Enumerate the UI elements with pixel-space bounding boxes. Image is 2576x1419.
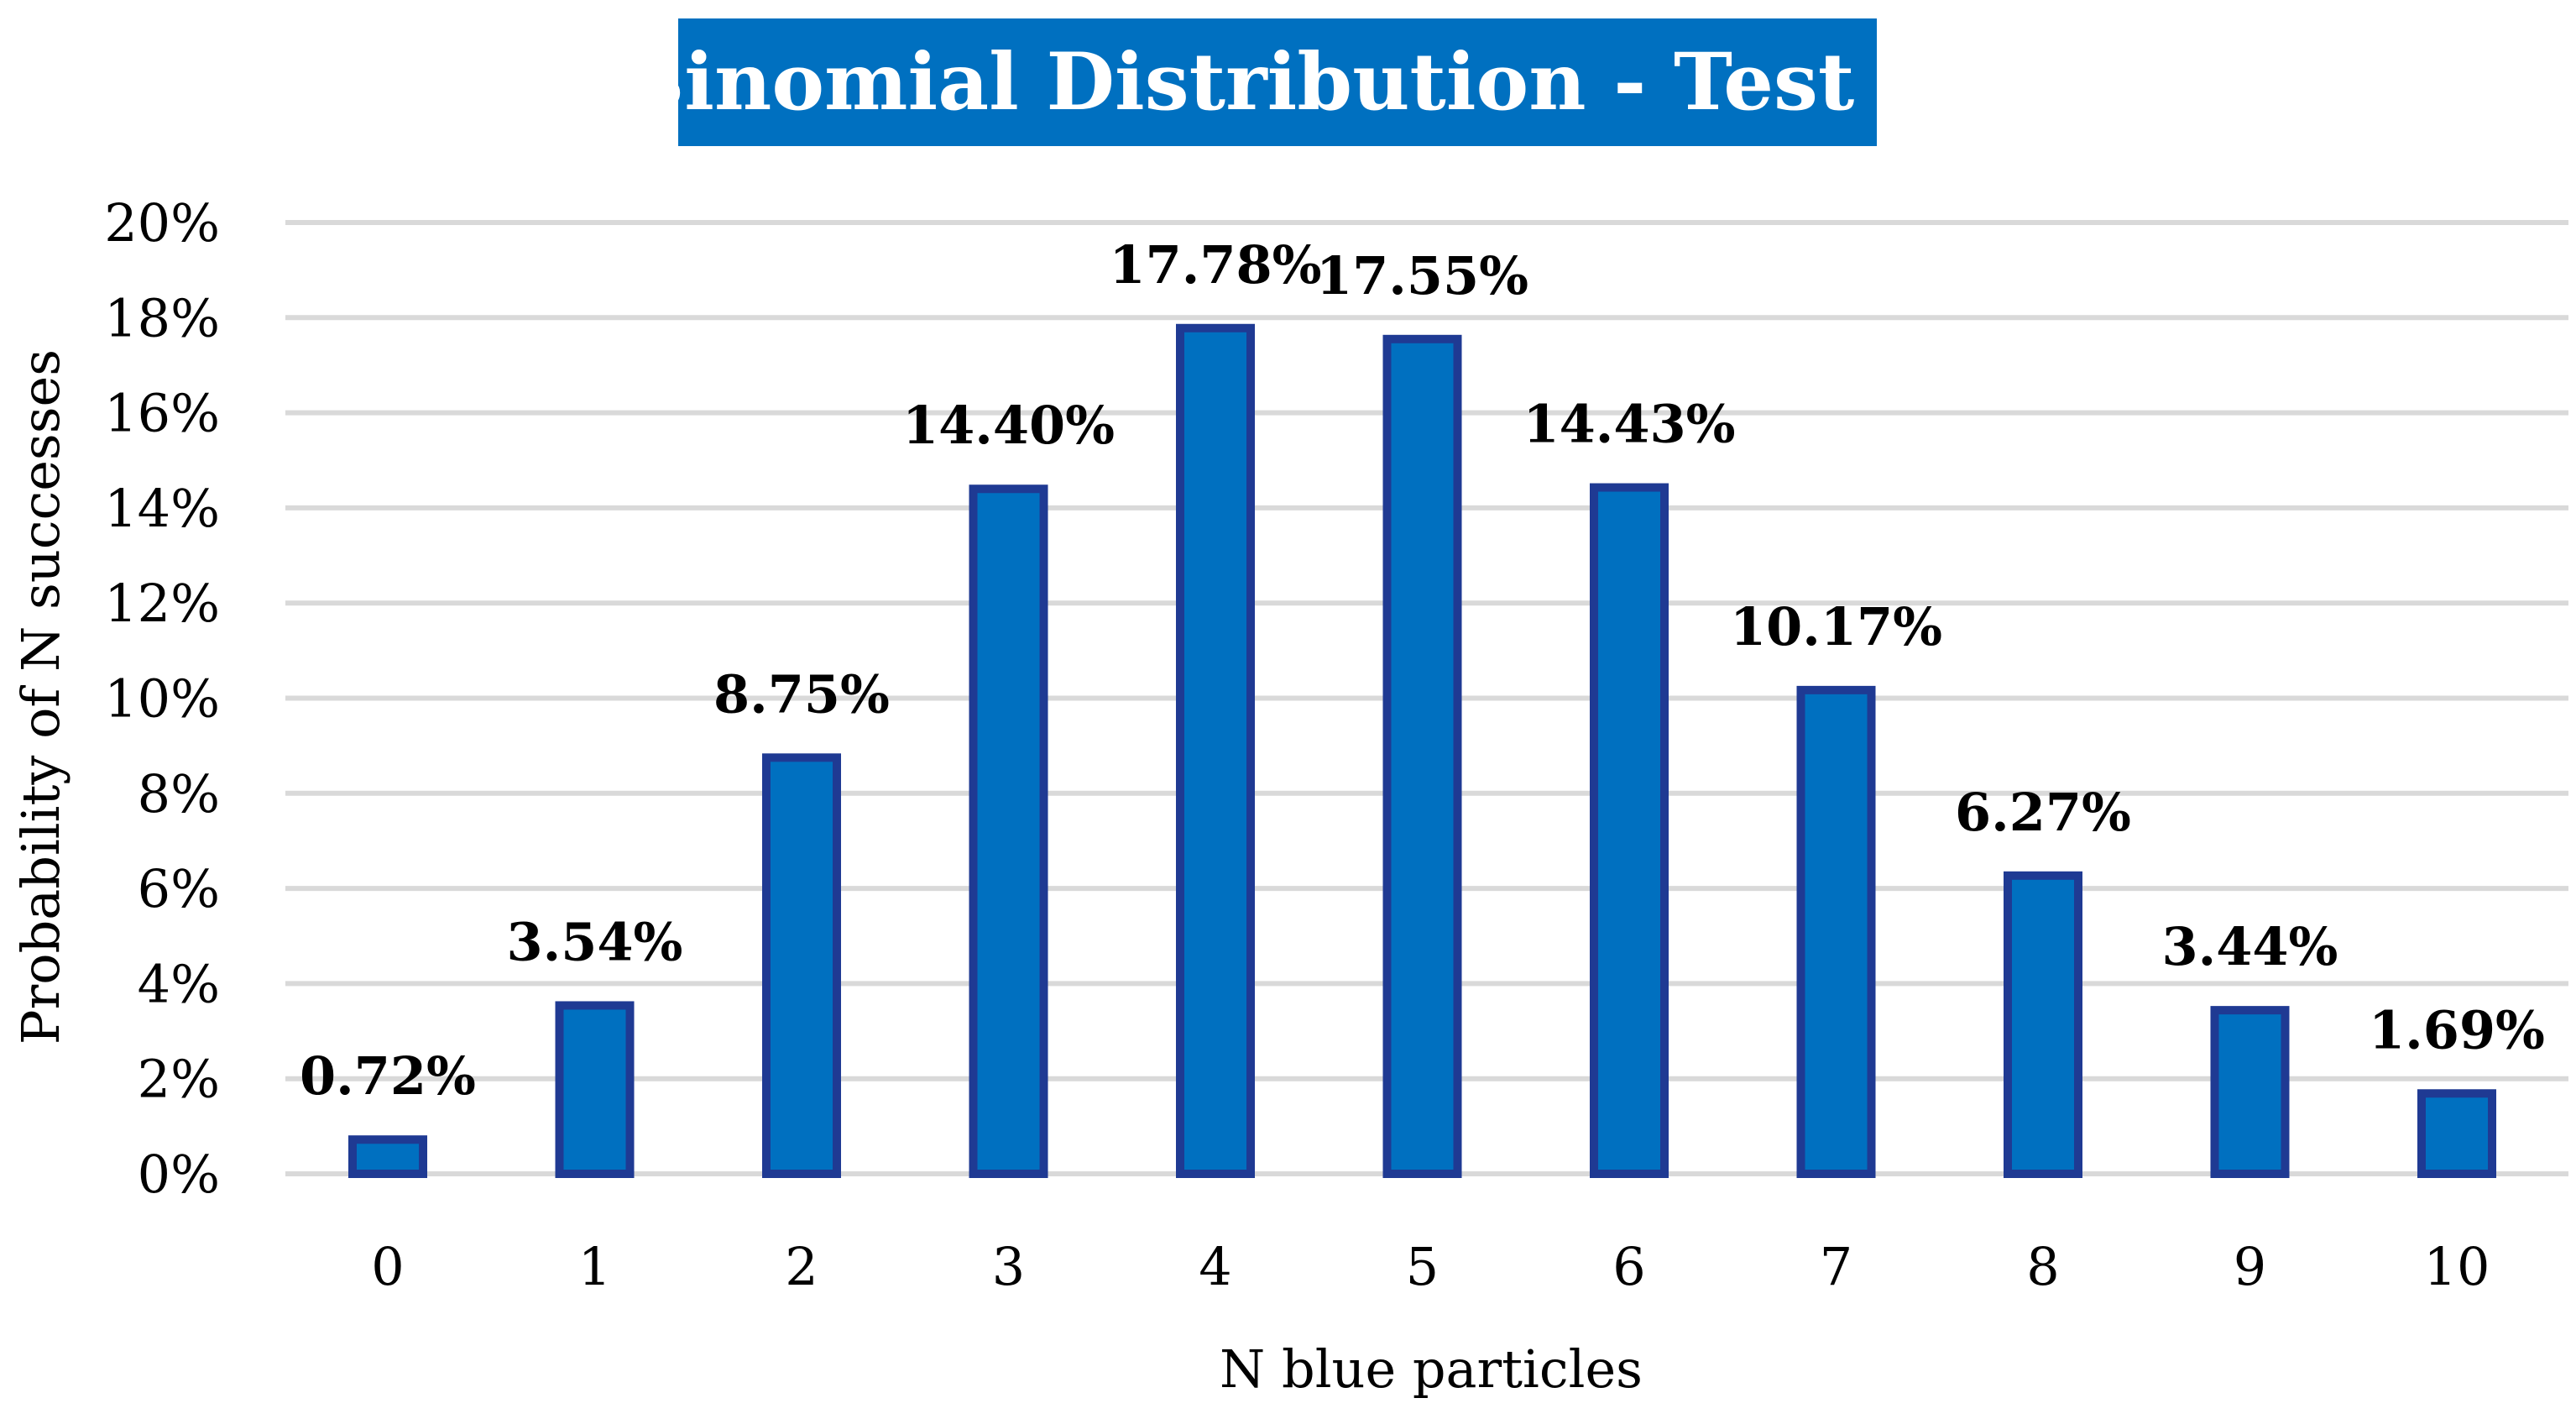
y-axis-label: Probability of N successes: [10, 349, 71, 1045]
data-label: 3.44%: [2162, 916, 2338, 977]
x-tick-label: 2: [785, 1236, 818, 1297]
bar-10: [2417, 1089, 2496, 1178]
x-tick-label: 10: [2424, 1236, 2490, 1297]
data-label: 14.40%: [902, 395, 1115, 456]
y-tick-label: 14%: [104, 478, 220, 539]
x-tick-label: 9: [2234, 1236, 2266, 1297]
x-tick-label: 1: [578, 1236, 611, 1297]
y-tick-label: 0%: [138, 1144, 220, 1205]
bar-6: [1590, 483, 1669, 1178]
x-tick-label: 0: [371, 1236, 404, 1297]
y-tick-label: 2%: [138, 1049, 220, 1110]
y-tick-label: 16%: [104, 383, 220, 444]
chart-title: Binomial Distribution - Test L: [617, 36, 1938, 128]
data-labels: 0.72% 3.54% 8.75% 14.40% 17.78%17.55% 14.43% 1…: [300, 234, 2545, 1107]
bar-0: [348, 1135, 427, 1179]
data-label: 17.55%: [1316, 245, 1528, 306]
y-axis-ticks: 0% 2% 4% 6% 8% 10% 12% 14% 16% 18% 20%: [104, 192, 220, 1205]
x-tick-label: 7: [1820, 1236, 1852, 1297]
x-tick-label: 6: [1612, 1236, 1645, 1297]
y-tick-label: 8%: [138, 763, 220, 825]
data-label: 6.27%: [1955, 782, 2131, 843]
bars: [348, 323, 2496, 1179]
chart-title-box: Binomial Distribution - Test L: [618, 18, 1937, 146]
y-tick-label: 10%: [104, 668, 220, 730]
bar-3: [969, 484, 1048, 1178]
bar-9: [2210, 1006, 2290, 1179]
x-tick-label: 5: [1406, 1236, 1439, 1297]
bar-4: [1176, 323, 1255, 1178]
data-label: 14.43%: [1523, 394, 1735, 455]
bar-7: [1796, 685, 1876, 1178]
data-label: 8.75%: [713, 663, 890, 725]
data-label: 1.69%: [2369, 999, 2545, 1060]
x-axis-label: N blue particles: [1220, 1338, 1643, 1400]
x-tick-label: 4: [1199, 1236, 1231, 1297]
y-tick-label: 6%: [138, 858, 220, 919]
data-label: 3.54%: [507, 911, 683, 972]
y-tick-label: 18%: [104, 287, 220, 348]
y-tick-label: 12%: [104, 573, 220, 634]
bar-2: [762, 753, 841, 1178]
bar-8: [2004, 871, 2082, 1178]
data-label: 10.17%: [1730, 596, 1942, 657]
data-label: 0.72%: [300, 1045, 476, 1107]
bar-1: [555, 1001, 635, 1178]
x-tick-label: 8: [2026, 1236, 2059, 1297]
bar-5: [1382, 334, 1462, 1179]
x-tick-label: 3: [992, 1236, 1025, 1297]
y-tick-label: 4%: [138, 953, 220, 1014]
y-tick-label: 20%: [104, 192, 220, 254]
x-axis-ticks: 0 1 2 3 4 5 6 7 8 9 10: [371, 1236, 2490, 1297]
data-label: 17.78%: [1109, 234, 1321, 296]
